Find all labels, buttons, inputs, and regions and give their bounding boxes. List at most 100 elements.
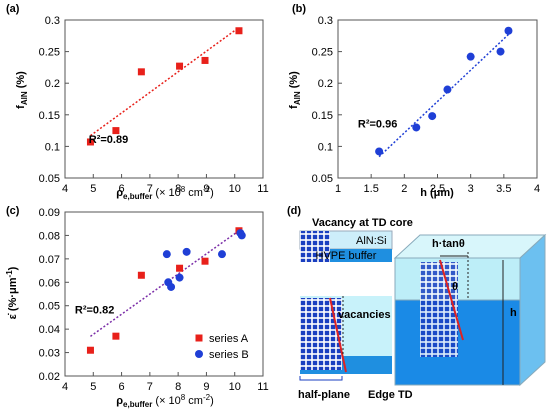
y-tick-label: 0.2 [318, 78, 333, 90]
point [162, 250, 171, 259]
diagram-label: vacancies [338, 309, 391, 321]
y-tick-label: 0.05 [39, 173, 60, 185]
diagram-label: HVPE buffer [316, 250, 377, 262]
point [86, 138, 94, 146]
point [237, 231, 246, 240]
x-tick-label: 10 [229, 381, 241, 393]
dislocation [439, 259, 464, 341]
point [217, 250, 226, 259]
point [195, 350, 203, 358]
x-tick-label: 4 [62, 381, 68, 393]
plot-frame [64, 19, 264, 179]
diagram-label: h·tanθ [432, 238, 465, 250]
lattice [420, 262, 458, 357]
dislocation [329, 297, 347, 373]
panel-label: (a) [6, 3, 20, 15]
point [496, 47, 505, 56]
annotation: R²=0.96 [358, 118, 397, 130]
x-tick-label: 7 [147, 183, 153, 195]
plot-frame [64, 211, 264, 377]
point [137, 68, 145, 76]
panel-label: (b) [292, 3, 306, 15]
x-tick-label: 2.5 [430, 183, 445, 195]
plot-frame [337, 19, 538, 179]
y-tick-label: 0.3 [318, 15, 333, 27]
diagram: (d) Vacancy at TD core AlN:Si HVPE buffe… [287, 205, 547, 401]
lattice [300, 231, 330, 262]
point [86, 346, 94, 354]
point [235, 27, 243, 35]
point [137, 271, 145, 279]
diagram-label: h [510, 307, 517, 319]
y-tick-label: 0.06 [39, 277, 60, 289]
diagram-label: Vacancy at TD core [312, 217, 413, 229]
point [201, 257, 209, 265]
x-tick-label: 8 [175, 381, 181, 393]
panel-label: (c) [6, 205, 20, 217]
annotation: R²=0.89 [89, 134, 128, 146]
x-tick-label: 4 [62, 183, 68, 195]
x-tick-label: 2 [401, 183, 407, 195]
x-tick-label: 5 [90, 183, 96, 195]
diagram-label: Edge TD [368, 389, 413, 401]
box-top [393, 234, 547, 259]
diagram-label: AlN:Si [356, 235, 387, 247]
trend-line [378, 33, 509, 158]
diagram-label: half-plane [298, 389, 350, 401]
x-tick-label: 8 [175, 183, 181, 195]
y-label: ε̇ (%·μm-1) [5, 266, 19, 319]
point [176, 62, 184, 70]
y-tick-label: 0.05 [39, 301, 60, 313]
point [182, 247, 191, 256]
y-tick-label: 0.25 [39, 47, 60, 59]
y-tick-label: 0.1 [318, 141, 333, 153]
x-tick-label: 4 [534, 183, 540, 195]
point [504, 26, 513, 35]
point [176, 264, 184, 272]
y-tick-label: 0.15 [312, 110, 333, 122]
legend-label: series B [209, 349, 249, 361]
point [443, 85, 452, 94]
y-label: fAlN (%) [15, 71, 29, 109]
y-label: fAlN (%) [288, 71, 302, 109]
x-label: h (μm) [420, 187, 454, 199]
y-tick-label: 0.25 [312, 47, 333, 59]
point [466, 52, 475, 61]
point [175, 273, 184, 282]
y-tick-label: 0.1 [45, 141, 60, 153]
y-tick-label: 0.02 [39, 371, 60, 383]
y-tick-label: 0.2 [45, 78, 60, 90]
annotation: R²=0.82 [75, 305, 114, 317]
point [428, 112, 437, 121]
legend-label: series A [209, 333, 249, 345]
x-tick-label: 6 [119, 381, 125, 393]
x-tick-label: 11 [257, 183, 268, 195]
x-tick-label: 10 [229, 183, 241, 195]
point [195, 334, 203, 342]
point [112, 332, 120, 340]
x-tick-label: 11 [257, 381, 268, 393]
x-tick-label: 5 [90, 381, 96, 393]
point [167, 282, 176, 291]
point [412, 123, 421, 132]
y-tick-label: 0.03 [39, 348, 60, 360]
x-tick-label: 3.5 [496, 183, 511, 195]
bracket [299, 376, 343, 381]
x-tick-label: 9 [203, 183, 209, 195]
y-tick-label: 0.09 [39, 207, 60, 219]
y-tick-label: 0.05 [312, 173, 333, 185]
x-tick-label: 1 [335, 183, 341, 195]
y-tick-label: 0.15 [39, 110, 60, 122]
box-side [519, 233, 546, 387]
x-label: ρe,buffer (× 108 cm-2) [116, 393, 214, 409]
y-tick-label: 0.3 [45, 15, 60, 27]
trend-line [90, 26, 240, 137]
x-tick-label: 6 [119, 183, 125, 195]
x-tick-label: 3 [468, 183, 474, 195]
diagram-label: θ [452, 281, 458, 293]
point [112, 127, 120, 135]
x-tick-label: 9 [203, 381, 209, 393]
panel-label: (d) [287, 205, 301, 217]
y-tick-label: 0.07 [39, 254, 60, 266]
